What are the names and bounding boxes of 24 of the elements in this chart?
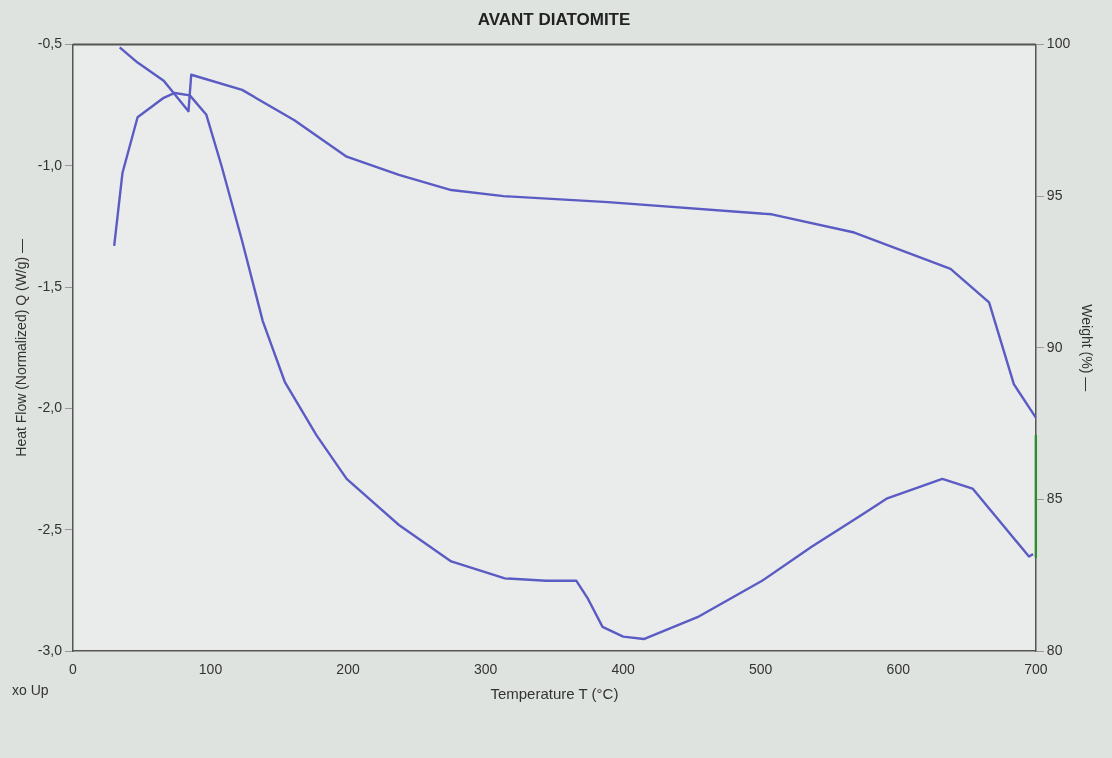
x-tick-label: 100 xyxy=(198,661,223,678)
y-tick-label: -3,0 xyxy=(37,642,63,659)
y2-tick-label: 100 xyxy=(1046,35,1071,52)
x-axis-title: Temperature T (°C) xyxy=(490,685,619,703)
x-tick-label: 300 xyxy=(473,661,498,678)
y-tick-label: -0,5 xyxy=(37,35,63,52)
x-tick-label: 400 xyxy=(611,661,636,678)
y-tick-label: -1,5 xyxy=(37,277,63,294)
y2-tick-label: 95 xyxy=(1046,186,1063,203)
y-tick-label: -2,0 xyxy=(37,399,63,416)
y2-tick-label: 80 xyxy=(1046,642,1063,659)
text: xo Up xyxy=(12,682,49,699)
x-tick-label: 700 xyxy=(1024,661,1048,678)
chart-title: AVANT DIATOMITE xyxy=(477,9,631,29)
x-tick-label: 600 xyxy=(886,661,911,678)
x-tick-label: 200 xyxy=(336,661,360,678)
y-axis-title: Heat Flow (Normalized) Q (W/g) — xyxy=(13,238,30,457)
y-tick-label: -2,5 xyxy=(37,520,63,537)
y-tick-label: -1,0 xyxy=(37,156,63,173)
y2-tick-label: 85 xyxy=(1046,490,1063,507)
x-tick-label: 500 xyxy=(749,661,773,678)
y2-tick-label: 90 xyxy=(1046,338,1063,355)
x-tick-label: 0 xyxy=(69,661,78,678)
y2-axis-title: Weight (%) — xyxy=(1078,304,1095,392)
